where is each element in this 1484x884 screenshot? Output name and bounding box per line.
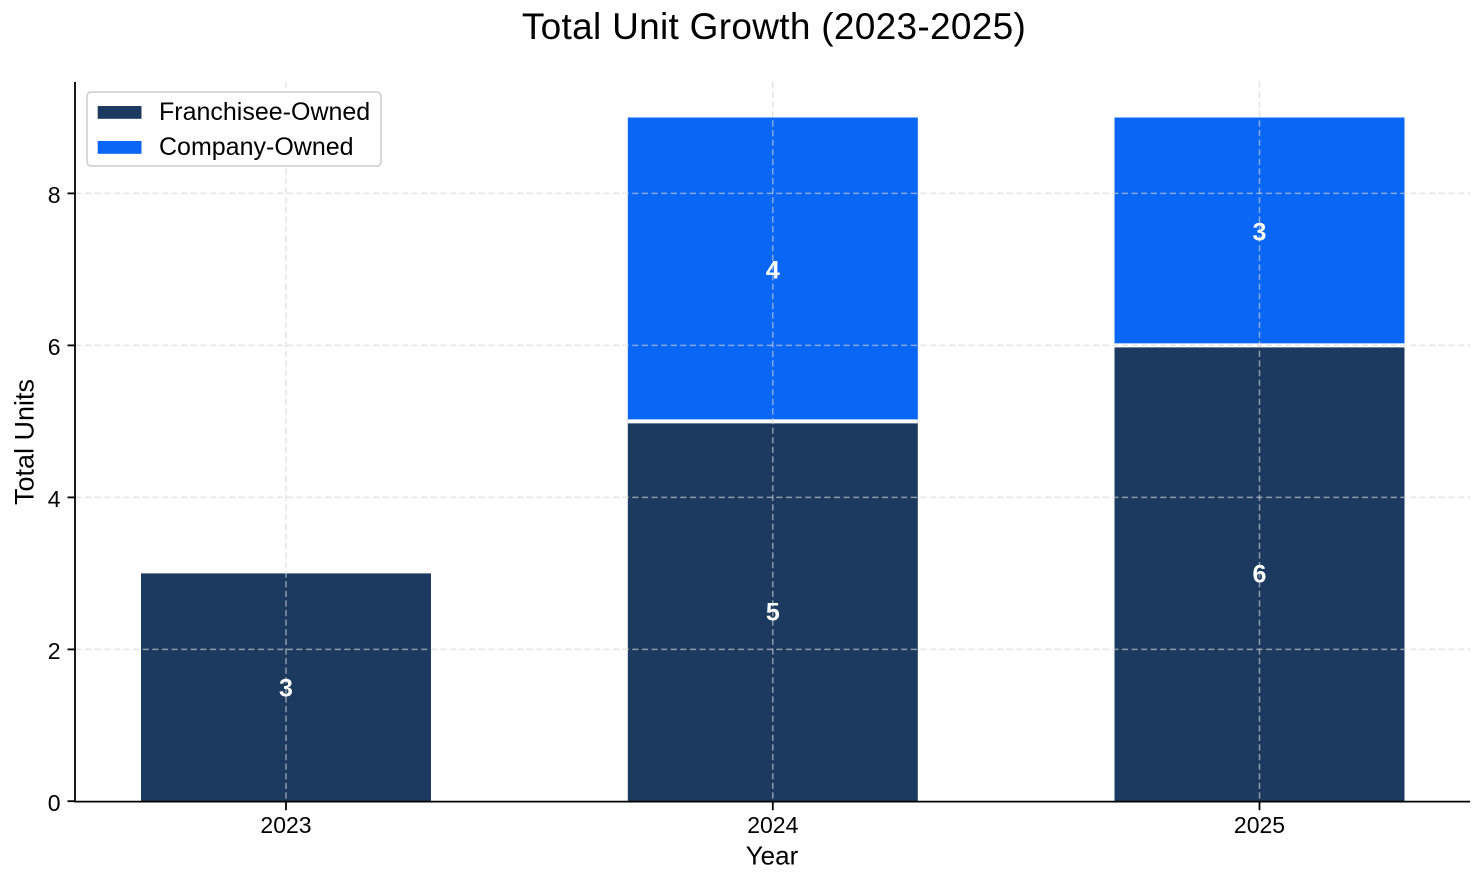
svg-text:6: 6 [48, 334, 61, 360]
svg-text:4: 4 [766, 257, 780, 285]
svg-text:2: 2 [48, 638, 61, 664]
svg-text:3: 3 [1253, 219, 1267, 247]
svg-text:5: 5 [766, 599, 780, 627]
svg-text:Company-Owned: Company-Owned [159, 133, 354, 161]
svg-text:2023: 2023 [260, 812, 311, 838]
svg-text:2025: 2025 [1234, 812, 1285, 838]
svg-text:Total Units: Total Units [10, 379, 40, 505]
svg-text:Total Unit Growth (2023-2025): Total Unit Growth (2023-2025) [522, 6, 1026, 47]
svg-text:Year: Year [746, 841, 799, 871]
svg-text:0: 0 [48, 790, 61, 816]
svg-text:2024: 2024 [747, 812, 798, 838]
svg-text:Franchisee-Owned: Franchisee-Owned [159, 98, 370, 126]
svg-text:3: 3 [279, 675, 293, 703]
svg-text:8: 8 [48, 182, 61, 208]
svg-text:6: 6 [1253, 561, 1267, 589]
svg-text:4: 4 [48, 486, 61, 512]
